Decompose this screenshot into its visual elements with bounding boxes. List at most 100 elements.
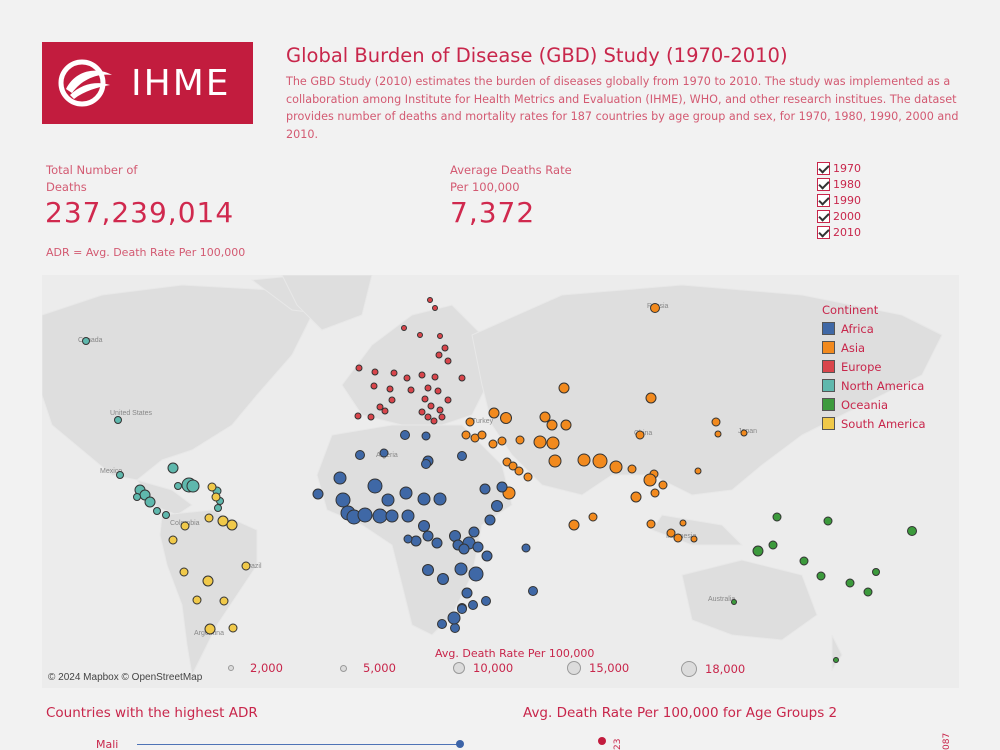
bubble-vanuatu[interactable] bbox=[799, 556, 809, 566]
bubble-asia-extra[interactable] bbox=[630, 491, 642, 503]
bubble-mozambique[interactable] bbox=[457, 604, 467, 614]
bubble-bolivia[interactable] bbox=[202, 575, 214, 587]
bubble-micronesia[interactable] bbox=[823, 516, 833, 526]
bubble-eu-13[interactable] bbox=[418, 371, 426, 379]
bubble-nicaragua[interactable] bbox=[144, 496, 156, 508]
bubble-myanmar[interactable] bbox=[627, 464, 637, 474]
bubble-botswana[interactable] bbox=[468, 600, 478, 610]
bubble-brunei[interactable] bbox=[679, 519, 687, 527]
bubble-nigeria[interactable] bbox=[417, 492, 431, 506]
bubble-png[interactable] bbox=[752, 545, 764, 557]
bubble-jamaica[interactable] bbox=[174, 482, 182, 490]
bubble-rwanda[interactable] bbox=[458, 543, 470, 555]
legend-item-south-america[interactable]: South America bbox=[822, 414, 926, 433]
bubble-s-africa[interactable] bbox=[450, 623, 460, 633]
bubble-korea[interactable] bbox=[711, 417, 721, 427]
legend-item-north-america[interactable]: North America bbox=[822, 376, 926, 395]
bubble-seychelles[interactable] bbox=[521, 543, 531, 553]
bubble-maldives[interactable] bbox=[588, 512, 598, 522]
bubble-nepal[interactable] bbox=[577, 453, 591, 467]
bubble-kazakhstan[interactable] bbox=[558, 382, 570, 394]
bubble-eu-25[interactable] bbox=[388, 396, 396, 404]
bubble-mexico[interactable] bbox=[116, 471, 124, 479]
bubble-zimbabwe[interactable] bbox=[481, 596, 491, 606]
bubble-kyrgyzstan[interactable] bbox=[546, 419, 558, 431]
year-checkbox-2010[interactable]: 2010 bbox=[817, 224, 861, 240]
legend-item-europe[interactable]: Europe bbox=[822, 357, 926, 376]
bubble-singapore[interactable] bbox=[666, 528, 676, 538]
bubble-togo[interactable] bbox=[401, 509, 415, 523]
bubble-w-sahara[interactable] bbox=[355, 450, 365, 460]
bubble-iraq[interactable] bbox=[477, 430, 487, 440]
bubble-mongolia[interactable] bbox=[645, 392, 657, 404]
bubble-algeria[interactable] bbox=[379, 448, 389, 458]
bubble-caribbean-3[interactable] bbox=[214, 504, 222, 512]
bubble-dominican[interactable] bbox=[186, 479, 200, 493]
bubble-eu-27[interactable] bbox=[354, 412, 362, 420]
bubble-morocco[interactable] bbox=[400, 430, 410, 440]
bubble-swaziland[interactable] bbox=[447, 611, 461, 625]
lollipop-dot-mali[interactable] bbox=[456, 740, 464, 748]
bubble-angola[interactable] bbox=[454, 562, 468, 576]
bubble-guyana[interactable] bbox=[217, 515, 229, 527]
bubble-palau[interactable] bbox=[772, 512, 782, 522]
bubble-ivory-coast[interactable] bbox=[372, 508, 388, 524]
bubble-argentina[interactable] bbox=[204, 623, 216, 635]
bubble-jordan[interactable] bbox=[488, 439, 498, 449]
map-copyright[interactable]: © 2024 Mapbox © OpenStreetMap bbox=[48, 672, 203, 683]
bubble-ethiopia[interactable] bbox=[496, 481, 508, 493]
bubble-canada[interactable] bbox=[82, 337, 90, 345]
bubble-eu-19[interactable] bbox=[424, 384, 432, 392]
bubble-eu-29[interactable] bbox=[381, 407, 389, 415]
bubble-eu-20[interactable] bbox=[434, 387, 442, 395]
bubble-australia[interactable] bbox=[731, 599, 737, 605]
bubble-eritrea[interactable] bbox=[479, 483, 491, 495]
bubble-tajikistan[interactable] bbox=[560, 419, 572, 431]
bubble-eu-32[interactable] bbox=[430, 417, 438, 425]
bubble-eu-31[interactable] bbox=[424, 413, 432, 421]
bubble-zambia[interactable] bbox=[468, 566, 484, 582]
bubble-eu-8[interactable] bbox=[444, 357, 452, 365]
bubble-sa-2[interactable] bbox=[211, 492, 221, 502]
bubble-afghanistan[interactable] bbox=[533, 435, 547, 449]
bubble-mali[interactable] bbox=[367, 478, 383, 494]
bubble-thailand[interactable] bbox=[650, 488, 660, 498]
bubble-timor[interactable] bbox=[690, 535, 698, 543]
bubble-eu-18[interactable] bbox=[407, 386, 415, 394]
lollipop-line-mali[interactable] bbox=[137, 744, 460, 745]
bubble-eq-guinea[interactable] bbox=[403, 534, 413, 544]
bubble-eu-24[interactable] bbox=[436, 406, 444, 414]
bubble-eu-33[interactable] bbox=[438, 413, 446, 421]
bubble-vietnam[interactable] bbox=[658, 480, 668, 490]
bubble-kenya[interactable] bbox=[468, 526, 480, 538]
year-checkbox-1990[interactable]: 1990 bbox=[817, 192, 861, 208]
bubble-cuba[interactable] bbox=[167, 462, 179, 474]
year-checkbox-1970[interactable]: 1970 bbox=[817, 160, 861, 176]
bubble-china[interactable] bbox=[635, 430, 645, 440]
bubble-eu-12[interactable] bbox=[403, 374, 411, 382]
bubble-india-n[interactable] bbox=[548, 454, 562, 468]
bubble-costa-rica[interactable] bbox=[153, 507, 161, 515]
bubble-eu-14[interactable] bbox=[431, 373, 439, 381]
bubble-marshall[interactable] bbox=[907, 526, 917, 536]
bubble-georgia[interactable] bbox=[488, 407, 500, 419]
bubble-peru[interactable] bbox=[179, 567, 189, 577]
bubble-eu-17[interactable] bbox=[386, 385, 394, 393]
bubble-eu-10[interactable] bbox=[371, 368, 379, 376]
age-group-marker[interactable] bbox=[598, 737, 606, 745]
bubble-eu-15[interactable] bbox=[458, 374, 466, 382]
bubble-sa-1[interactable] bbox=[207, 482, 217, 492]
bubble-tonga[interactable] bbox=[845, 578, 855, 588]
bubble-eu-4[interactable] bbox=[437, 333, 443, 339]
bubble-eu-16[interactable] bbox=[370, 382, 378, 390]
bubble-uzbekistan[interactable] bbox=[539, 411, 551, 423]
bubble-lesotho[interactable] bbox=[437, 619, 447, 629]
bubble-eu-6[interactable] bbox=[441, 344, 449, 352]
bubble-drc[interactable] bbox=[437, 573, 449, 585]
bubble-mauritania[interactable] bbox=[312, 488, 324, 500]
bubble-uruguay[interactable] bbox=[228, 623, 238, 633]
bubble-niger[interactable] bbox=[399, 486, 413, 500]
bubble-el-salvador[interactable] bbox=[133, 493, 141, 501]
bubble-senegal[interactable] bbox=[333, 471, 347, 485]
bubble-eu-26[interactable] bbox=[376, 403, 384, 411]
